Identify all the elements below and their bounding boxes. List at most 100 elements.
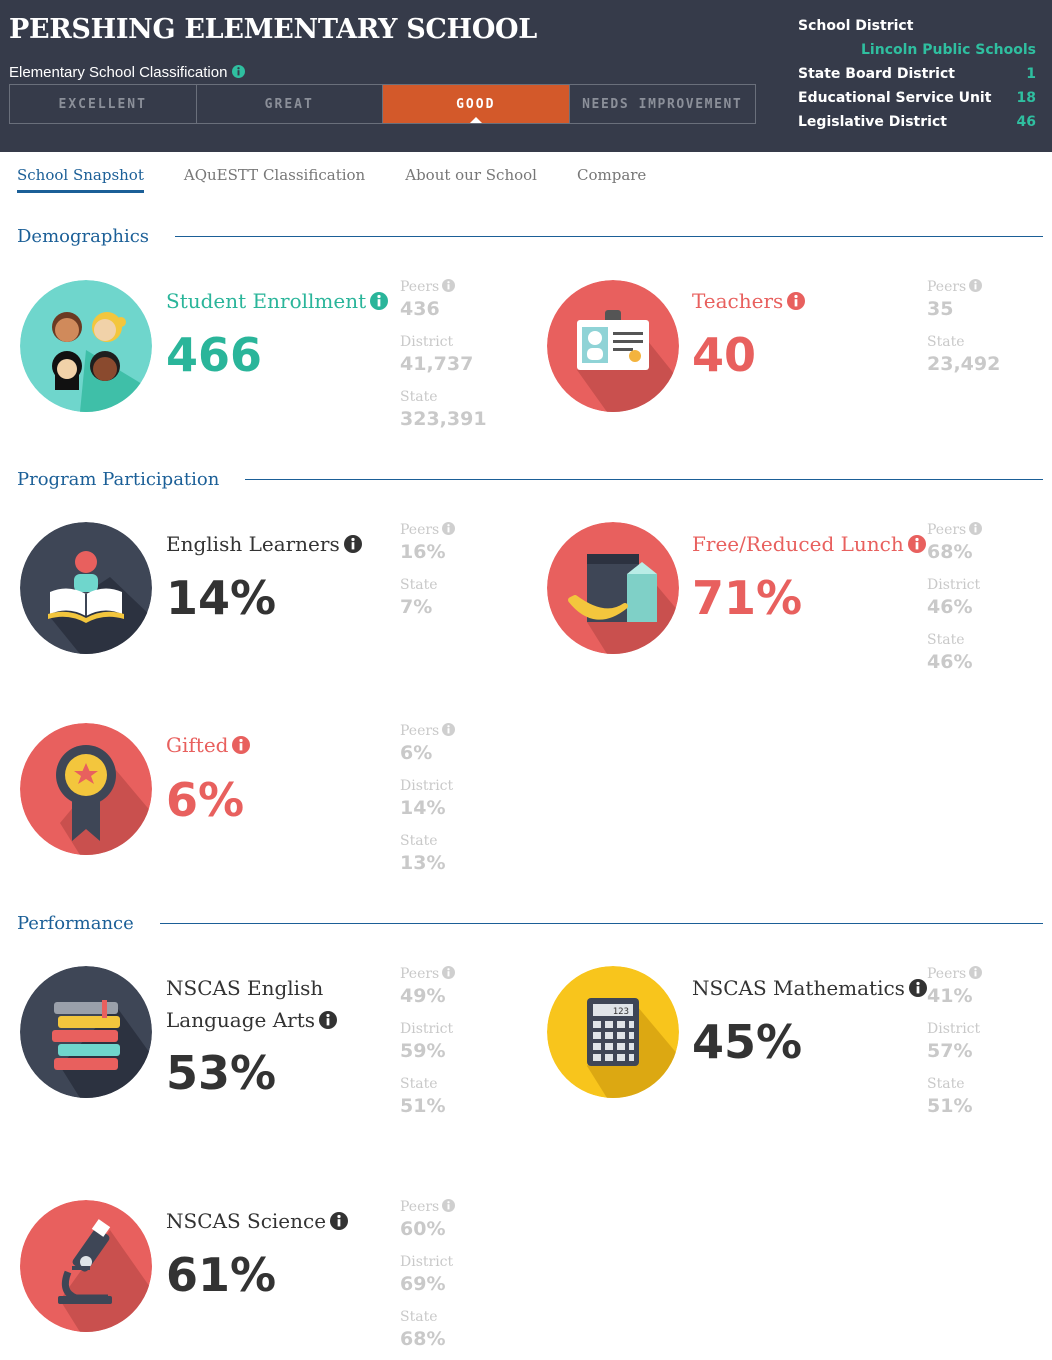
section-demographics: Demographics	[17, 226, 1043, 247]
info-icon[interactable]	[442, 522, 455, 535]
info-icon[interactable]	[319, 1011, 337, 1029]
info-icon[interactable]	[442, 966, 455, 979]
stat-title-text: Student Enrollment	[166, 289, 367, 313]
state-value: 323,391	[400, 408, 487, 430]
stat-title-text: Free/Reduced Lunch	[692, 532, 904, 556]
section-program-participation: Program Participation	[17, 469, 1043, 490]
state-value: 51%	[400, 1095, 446, 1117]
stat-title-lunch: Free/Reduced Lunch	[692, 528, 926, 560]
info-icon[interactable]	[330, 1212, 348, 1230]
info-icon[interactable]	[232, 65, 245, 78]
district-info-panel: School District Lincoln Public Schools S…	[798, 14, 1036, 134]
info-icon[interactable]	[344, 535, 362, 553]
info-icon[interactable]	[909, 979, 927, 997]
classification-label-text: Elementary School Classification	[9, 64, 228, 81]
peers-value: 68%	[927, 541, 973, 563]
comparison-science: Peers 60% District 69% State 68%	[400, 1198, 455, 1360]
comparison-math: Peers 41% District 57% State 51%	[927, 965, 982, 1130]
legislative-row: Legislative District 46	[798, 110, 1036, 134]
students-icon	[20, 280, 152, 412]
state-board-row: State Board District 1	[798, 62, 1036, 86]
award-ribbon-icon	[20, 723, 152, 855]
stat-value-math: 45%	[692, 1015, 803, 1069]
info-icon[interactable]	[442, 279, 455, 292]
peers-value: 16%	[400, 541, 446, 563]
district-label: District	[927, 1021, 981, 1037]
info-icon[interactable]	[787, 292, 805, 310]
state-board-value: 1	[1026, 66, 1036, 82]
stat-title-text: NSCAS Mathematics	[692, 976, 905, 1000]
state-value: 13%	[400, 852, 446, 874]
state-value: 23,492	[927, 353, 1001, 375]
district-value: 57%	[927, 1040, 973, 1062]
peers-label: Peers	[400, 722, 455, 740]
state-label: State	[400, 1076, 438, 1092]
peers-value: 60%	[400, 1218, 446, 1240]
section-divider	[159, 923, 1043, 924]
lunch-icon	[547, 522, 679, 654]
stat-title-math: NSCAS Mathematics	[692, 972, 927, 1004]
state-label: State	[927, 334, 965, 350]
stat-value-science: 61%	[166, 1248, 277, 1302]
district-value: 41,737	[400, 353, 474, 375]
info-icon[interactable]	[969, 966, 982, 979]
stat-title-line1: NSCAS English	[166, 976, 324, 1000]
state-label: State	[927, 632, 965, 648]
esu-label: Educational Service Unit	[798, 90, 992, 106]
stat-title-english-learners: English Learners	[166, 528, 362, 560]
peers-label-text: Peers	[927, 966, 967, 982]
tab-compare[interactable]: Compare	[576, 166, 647, 184]
school-district-label: School District	[798, 18, 914, 34]
stat-value-ela: 53%	[166, 1046, 277, 1100]
stat-title-text: Gifted	[166, 733, 229, 757]
stat-value-lunch: 71%	[692, 571, 803, 625]
tab-school-snapshot[interactable]: School Snapshot	[17, 166, 144, 193]
school-district-link[interactable]: Lincoln Public Schools	[861, 42, 1036, 58]
stat-value-enrollment: 466	[166, 328, 263, 382]
stat-value-gifted: 6%	[166, 773, 245, 827]
state-label: State	[927, 1076, 965, 1092]
info-icon[interactable]	[442, 723, 455, 736]
microscope-icon	[20, 1200, 152, 1332]
reading-icon	[20, 522, 152, 654]
tab-about-our-school[interactable]: About our School	[405, 166, 537, 184]
state-value: 51%	[927, 1095, 973, 1117]
district-label: District	[400, 1021, 454, 1037]
peers-label-text: Peers	[400, 723, 440, 739]
peers-label: Peers	[927, 521, 982, 539]
stat-title-teachers: Teachers	[692, 285, 805, 317]
state-label: State	[400, 389, 438, 405]
peers-label: Peers	[400, 278, 487, 296]
info-icon[interactable]	[969, 522, 982, 535]
stat-title-ela: NSCAS English Language Arts	[166, 972, 337, 1036]
rating-great: GREAT	[197, 85, 383, 123]
comparison-lunch: Peers 68% District 46% State 46%	[927, 521, 982, 686]
section-title: Program Participation	[17, 469, 220, 490]
state-value: 46%	[927, 651, 973, 673]
info-icon[interactable]	[908, 535, 926, 553]
tab-aquestt-classification[interactable]: AQuESTT Classification	[183, 166, 366, 184]
classification-label: Elementary School Classification	[9, 64, 245, 81]
peers-value: 436	[400, 298, 440, 320]
section-performance: Performance	[17, 913, 1043, 934]
section-title: Demographics	[17, 226, 150, 247]
peers-label-text: Peers	[400, 966, 440, 982]
comparison-enrollment: Peers 436 District 41,737 State 323,391	[400, 278, 487, 443]
school-name: PERSHING ELEMENTARY SCHOOL	[9, 14, 537, 45]
state-value: 7%	[400, 596, 433, 618]
info-icon[interactable]	[969, 279, 982, 292]
school-district-row: School District	[798, 14, 1036, 38]
district-value: 59%	[400, 1040, 446, 1062]
info-icon[interactable]	[370, 292, 388, 310]
section-divider	[175, 236, 1043, 237]
stat-title-line2-wrap: Language Arts	[166, 1004, 337, 1036]
district-value: 69%	[400, 1273, 446, 1295]
info-icon[interactable]	[442, 1199, 455, 1212]
info-icon[interactable]	[232, 736, 250, 754]
peers-label: Peers	[400, 965, 455, 983]
id-badge-icon	[547, 280, 679, 412]
peers-label-text: Peers	[400, 279, 440, 295]
comparison-gifted: Peers 6% District 14% State 13%	[400, 722, 455, 887]
rating-needs-improvement: NEEDS IMPROVEMENT	[582, 96, 743, 112]
district-label: District	[927, 577, 981, 593]
